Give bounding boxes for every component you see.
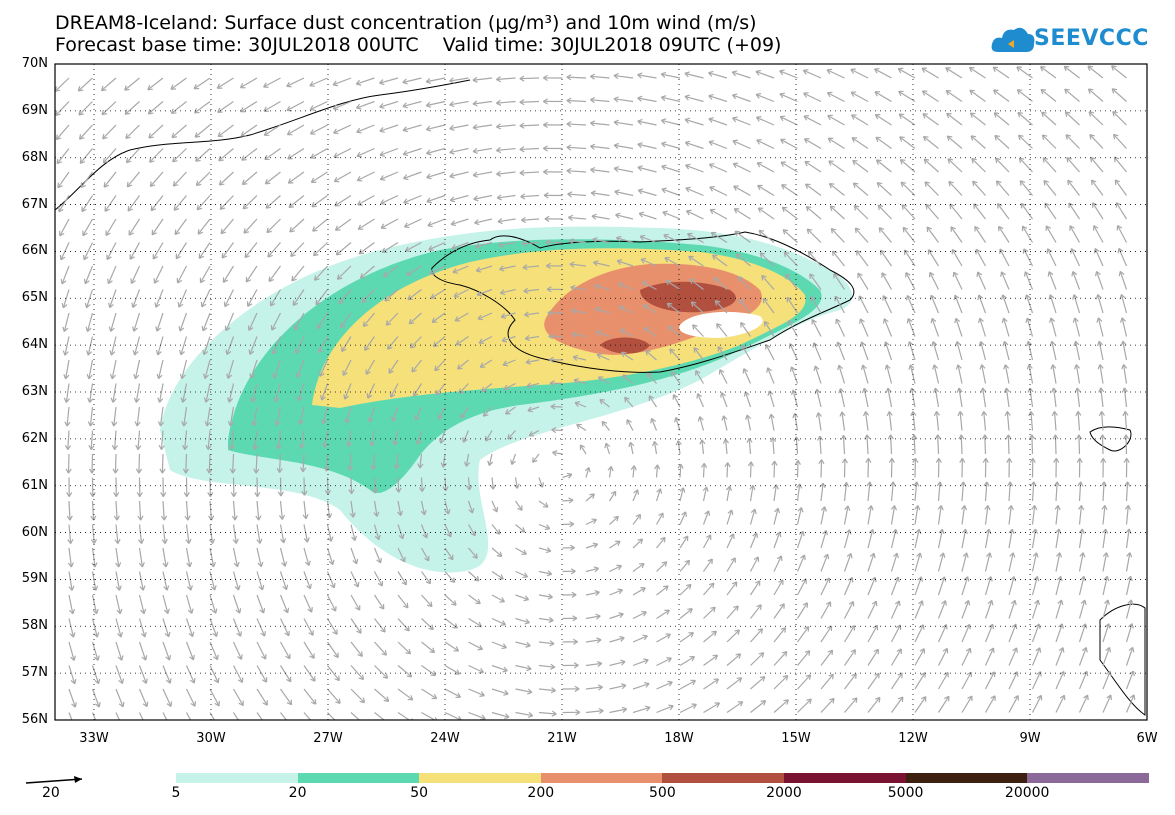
legend-swatch	[540, 773, 663, 783]
legend-swatch	[419, 773, 541, 783]
map-title: DREAM8-Iceland: Surface dust concentrati…	[55, 12, 757, 34]
legend-label: 2000	[766, 785, 802, 801]
lat-label: 66N	[21, 243, 48, 259]
lon-label: 6W	[1136, 731, 1158, 746]
legend-label: 20	[288, 785, 307, 801]
color-legend	[176, 773, 1149, 783]
dust-contour-500	[640, 281, 736, 313]
reference-vector-label: 20	[42, 785, 60, 801]
lon-label: 24W	[430, 731, 460, 746]
lat-label: 64N	[21, 337, 48, 353]
legend-swatch	[783, 773, 906, 783]
lat-label: 56N	[21, 712, 48, 727]
lat-label: 63N	[21, 384, 48, 399]
legend-label: 50	[410, 785, 429, 801]
lat-label: 69N	[21, 102, 48, 118]
legend-swatch	[176, 773, 298, 783]
lon-label: 27W	[313, 731, 343, 746]
legend-label: 20000	[1004, 785, 1050, 801]
faroe-coastline	[1089, 426, 1132, 452]
graticule	[55, 64, 1147, 720]
map-frame	[54, 63, 1148, 721]
legend-label: 5000	[887, 785, 924, 801]
legend-label: 200	[527, 785, 555, 801]
lon-label: 15W	[781, 731, 811, 746]
lat-label: 58N	[21, 618, 48, 634]
legend-swatch	[1027, 773, 1149, 783]
legend-label: 5	[171, 785, 181, 801]
cloud-icon	[991, 27, 1035, 52]
seevccc-logo: SEEVCCC	[1034, 26, 1149, 51]
lon-label: 18W	[664, 731, 694, 746]
iceland-coastline	[431, 231, 855, 373]
lon-label: 12W	[898, 731, 928, 746]
lon-label: 30W	[196, 731, 226, 746]
greenland-coastline	[55, 79, 471, 211]
scotland-coastline	[1099, 603, 1146, 716]
legend-label: 500	[649, 785, 676, 801]
lat-label: 59N	[21, 571, 48, 587]
lat-label: 68N	[21, 149, 48, 165]
lat-label: 62N	[21, 430, 48, 446]
legend-swatch	[297, 773, 420, 783]
lat-label: 57N	[21, 665, 48, 681]
lat-label: 61N	[21, 477, 48, 493]
lat-label: 67N	[21, 196, 48, 212]
lon-label: 33W	[79, 731, 109, 746]
reference-vector-arrow	[25, 776, 83, 784]
lon-label: 9W	[1019, 731, 1041, 746]
legend-swatch	[662, 773, 784, 783]
lat-label: 65N	[21, 290, 48, 306]
lat-label: 70N	[21, 56, 48, 71]
legend-swatch	[905, 773, 1028, 783]
map-subtitle: Forecast base time: 30JUL2018 00UTC Vali…	[55, 34, 782, 56]
lon-label: 21W	[547, 731, 577, 746]
wind-vectors	[55, 65, 1136, 720]
lat-label: 60N	[21, 524, 48, 540]
